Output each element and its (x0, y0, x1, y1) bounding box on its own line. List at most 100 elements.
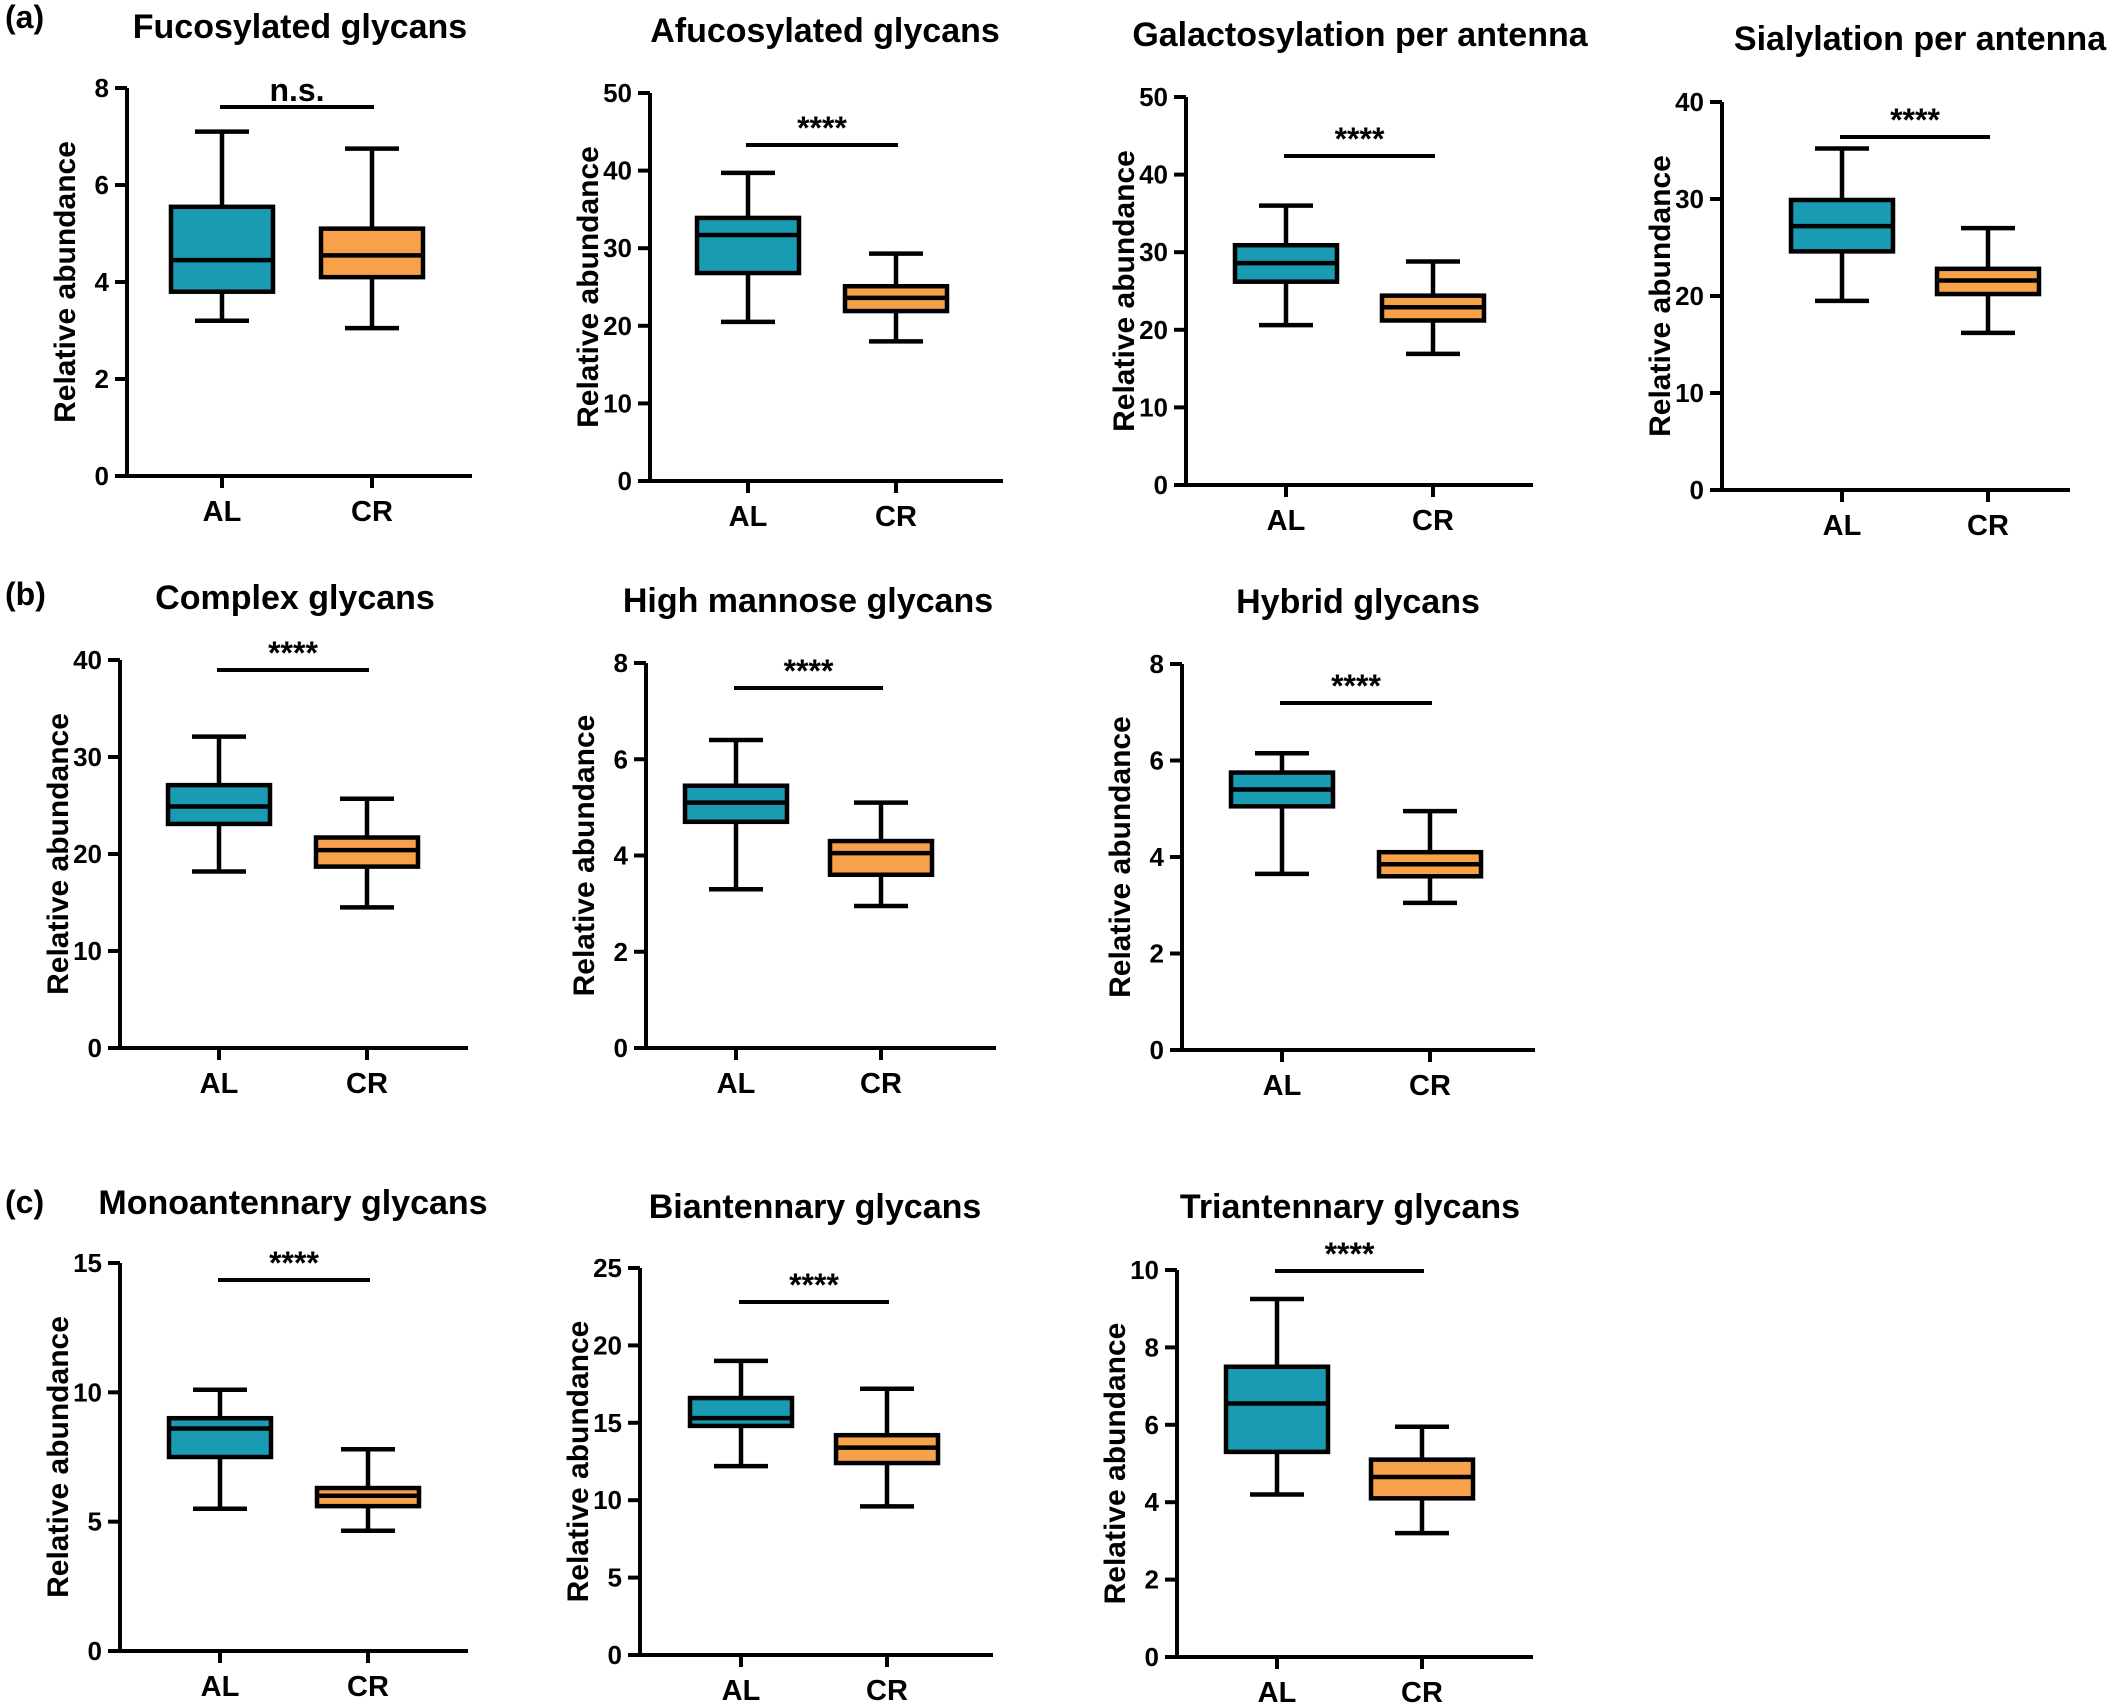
x-tick-label: AL (717, 1068, 756, 1100)
y-tick-label: 8 (614, 648, 628, 678)
panel-label-c: (c) (5, 1184, 44, 1220)
box-al (1228, 751, 1336, 877)
y-tick-label: 2 (1145, 1565, 1159, 1595)
significance-label: n.s. (269, 72, 324, 108)
significance-label: **** (269, 1245, 319, 1281)
x-tick-label: AL (1267, 505, 1306, 537)
x-tick-label: CR (1401, 1677, 1443, 1703)
chart-4: Sialylation per antenna Relative abundanc… (1644, 20, 2107, 542)
y-tick-label: 8 (1150, 649, 1164, 679)
y-tick-label: 0 (608, 1640, 622, 1670)
y-tick-label: 0 (618, 466, 632, 496)
y-tick-label: 50 (1139, 82, 1168, 112)
y-axis-label: Relative abundance (49, 141, 82, 423)
box-al (687, 1358, 795, 1469)
y-tick-label: 50 (603, 78, 632, 108)
x-tick-label: CR (866, 1675, 908, 1703)
y-axis-label: Relative abundance (562, 1321, 595, 1603)
y-tick-label: 10 (1675, 378, 1704, 408)
box-al (1232, 203, 1340, 328)
y-tick-label: 4 (1145, 1487, 1160, 1517)
y-tick-label: 2 (1150, 939, 1164, 969)
significance-label: **** (1331, 668, 1381, 704)
iqr-box (694, 215, 802, 276)
chart-5: Complex glycans Relative abundance 0 10 20 30… (42, 579, 468, 1100)
y-tick-label: 10 (73, 1377, 102, 1407)
x-tick-label: AL (200, 1068, 239, 1100)
y-tick-label: 6 (1150, 746, 1164, 776)
x-tick-label: CR (351, 496, 393, 528)
y-tick-label: 30 (603, 233, 632, 263)
x-tick-label: AL (1263, 1070, 1302, 1102)
x-tick-label: CR (1967, 510, 2009, 542)
chart-title: Monoantennary glycans (98, 1184, 487, 1222)
y-tick-label: 6 (95, 170, 109, 200)
y-tick-label: 6 (614, 744, 628, 774)
significance-label: **** (797, 110, 847, 146)
chart-title: Triantennary glycans (1180, 1188, 1520, 1226)
x-tick-label: CR (347, 1671, 389, 1703)
box-cr (1376, 808, 1484, 906)
chart-title: Galactosylation per antenna (1132, 16, 1588, 54)
iqr-box (318, 226, 426, 280)
y-axis-label: Relative abundance (572, 146, 605, 428)
y-tick-label: 5 (608, 1563, 622, 1593)
y-tick-label: 10 (1130, 1255, 1159, 1285)
significance-label: **** (1890, 102, 1940, 138)
y-tick-label: 2 (614, 937, 628, 967)
y-tick-label: 20 (73, 839, 102, 869)
x-tick-label: AL (1258, 1677, 1297, 1703)
y-axis-label: Relative abundance (1108, 150, 1141, 432)
chart-7: Hybrid glycans Relative abundance 0 2 4 6 8 AL C… (1104, 583, 1535, 1102)
y-axis-label: Relative abundance (1099, 1323, 1132, 1605)
y-tick-label: 15 (73, 1248, 102, 1278)
y-tick-label: 10 (603, 388, 632, 418)
x-tick-label: AL (729, 501, 768, 533)
x-tick-label: AL (201, 1671, 240, 1703)
x-tick-label: CR (875, 501, 917, 533)
y-tick-label: 4 (1150, 842, 1165, 872)
box-cr (318, 146, 426, 331)
y-tick-label: 30 (1675, 184, 1704, 214)
y-tick-label: 10 (73, 936, 102, 966)
x-tick-label: CR (346, 1068, 388, 1100)
significance-label: **** (1325, 1236, 1375, 1272)
iqr-box (168, 204, 276, 294)
chart-9: Biantennary glycans Relative abundance 0 5 1… (562, 1188, 993, 1703)
y-tick-label: 40 (73, 645, 102, 675)
significance-label: **** (1335, 121, 1385, 157)
chart-title: Complex glycans (155, 579, 435, 617)
chart-10: Triantennary glycans Relative abundance 0 2… (1099, 1188, 1533, 1703)
box-al (682, 737, 790, 892)
box-cr (833, 1386, 941, 1509)
y-tick-label: 0 (1690, 475, 1704, 505)
iqr-box (687, 1395, 795, 1429)
chart-2: Afucosylated glycans Relative abundance 0 1… (572, 12, 1003, 533)
box-al (165, 734, 273, 874)
y-tick-label: 0 (95, 461, 109, 491)
significance-label: **** (789, 1267, 839, 1303)
y-tick-label: 15 (593, 1408, 622, 1438)
y-axis-label: Relative abundance (42, 713, 75, 995)
significance-label: **** (784, 653, 834, 689)
chart-title: Afucosylated glycans (650, 12, 1000, 50)
y-tick-label: 20 (603, 311, 632, 341)
y-tick-label: 40 (603, 156, 632, 186)
x-tick-label: AL (203, 496, 242, 528)
y-tick-label: 2 (95, 364, 109, 394)
y-tick-label: 8 (1145, 1332, 1159, 1362)
panel-label-b: (b) (5, 576, 46, 612)
chart-3: Galactosylation per antenna Relative abun… (1108, 16, 1589, 537)
chart-title: Sialylation per antenna (1734, 20, 2107, 58)
y-tick-label: 6 (1145, 1410, 1159, 1440)
panel-label-a: (a) (5, 0, 44, 35)
y-tick-label: 20 (1675, 281, 1704, 311)
box-al (694, 170, 802, 325)
y-tick-label: 4 (614, 841, 629, 871)
y-tick-label: 10 (1139, 392, 1168, 422)
y-tick-label: 0 (614, 1033, 628, 1063)
chart-title: Hybrid glycans (1236, 583, 1480, 621)
iqr-box (1223, 1364, 1331, 1455)
y-tick-label: 0 (1154, 470, 1168, 500)
